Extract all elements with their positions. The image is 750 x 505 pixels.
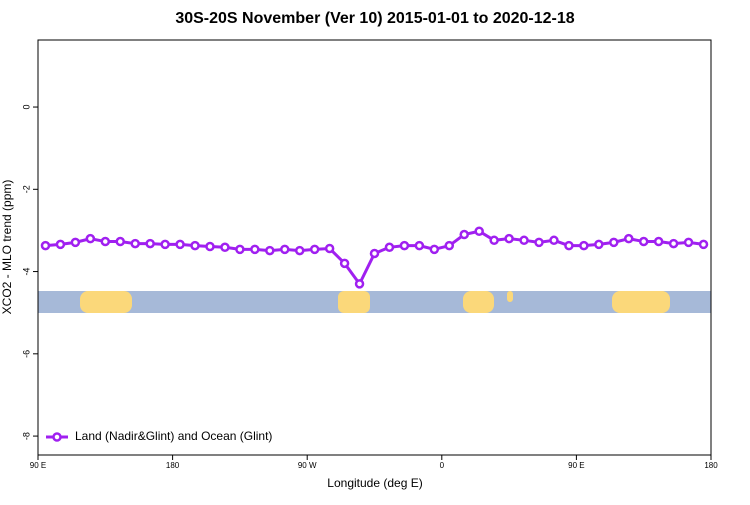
data-point [638,236,649,247]
data-point [399,240,410,251]
data-point [354,279,365,289]
data-point [220,242,230,253]
chart-title: 30S-20S November (Ver 10) 2015-01-01 to … [175,10,574,27]
data-point [294,245,305,256]
data-point [205,241,215,252]
x-tick-label: 90 W [298,461,317,470]
data-point [549,235,559,246]
data-point [265,245,275,256]
data-point [444,240,455,251]
data-point [324,243,335,254]
data-point [564,240,574,251]
y-tick-label: 0 [21,105,31,110]
legend-marker [52,432,62,442]
y-tick-label: -6 [21,350,31,358]
data-point [309,244,320,255]
x-axis-label: Longitude (deg E) [327,476,422,490]
data-point [85,233,96,244]
data-point [40,240,51,251]
data-point [115,236,126,247]
data-point [160,239,170,250]
legend-label: Land (Nadir&Glint) and Ocean (Glint) [75,429,272,443]
data-point [235,244,245,255]
data-point [175,239,185,250]
x-tick-label: 90 E [30,461,46,470]
data-point [190,240,200,251]
data-point [70,237,81,248]
data-point [250,244,260,255]
data-point [683,237,694,248]
data-point [668,238,679,249]
land [463,291,494,313]
y-axis-label: XCO2 - MLO trend (ppm) [0,180,14,315]
data-point [474,226,484,237]
y-tick-label: -4 [21,268,31,276]
data-point [534,237,544,248]
data-point [504,233,514,244]
data-point [459,229,469,240]
data-point [414,240,425,251]
x-tick-label: 0 [440,461,445,470]
data-point [55,239,66,250]
x-tick-label: 90 E [568,461,584,470]
data-point [609,237,619,248]
x-tick-label: 180 [166,461,180,470]
data-point [384,242,395,253]
data-point [429,244,440,255]
data-point [130,238,140,249]
data-point [579,240,589,251]
data-point [280,244,290,255]
data-point [339,258,350,269]
land [612,291,670,313]
x-tick-label: 180 [704,461,718,470]
land-ocean-band [38,291,711,313]
data-point [594,239,604,250]
y-tick-label: -2 [21,185,31,193]
ocean [38,291,711,313]
land [507,291,513,302]
data-point [698,239,709,250]
data-point [145,238,155,249]
y-tick-label: -8 [21,432,31,440]
data-point [519,235,529,246]
data-point [369,248,380,259]
land [338,291,370,313]
plot-frame [37,39,712,456]
data-point [653,236,664,247]
data-point [623,233,634,244]
data-point [489,235,499,246]
land [80,291,132,313]
data-point [100,236,111,247]
